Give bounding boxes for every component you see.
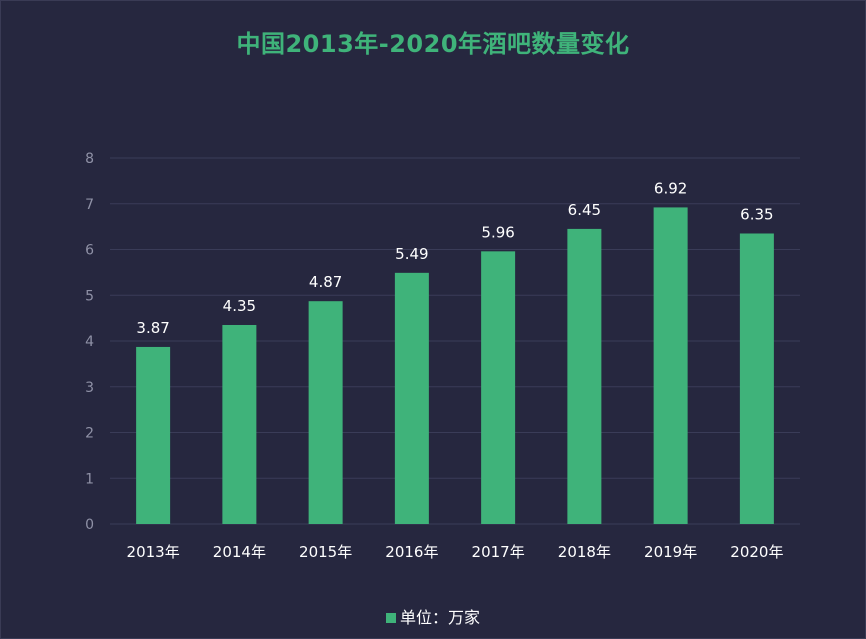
data-label: 3.87 [136,319,169,337]
bar [308,301,343,524]
data-label: 6.45 [568,201,601,219]
y-tick-label: 4 [85,334,94,350]
y-tick-label: 8 [85,151,94,167]
x-tick-label: 2016年 [385,543,438,561]
y-tick-label: 3 [85,380,94,396]
y-tick-label: 7 [85,197,94,213]
bar [567,228,602,524]
legend-swatch [385,612,396,623]
x-tick-label: 2020年 [730,543,783,561]
y-tick-label: 2 [85,426,94,442]
bar [739,233,774,525]
x-tick-label: 2019年 [644,543,697,561]
data-label: 6.92 [654,179,687,197]
x-tick-label: 2017年 [472,543,525,561]
data-label: 6.35 [740,205,773,223]
y-tick-label: 0 [85,517,94,533]
bar [394,272,429,524]
bar [136,346,171,524]
bar [222,324,257,524]
data-label: 5.96 [481,223,514,241]
legend-label: 单位：万家 [399,608,480,627]
x-tick-label: 2013年 [127,543,180,561]
legend: 单位：万家 [0,604,866,628]
data-label: 4.87 [309,273,342,291]
bar [653,207,688,524]
data-label: 4.35 [223,297,256,315]
x-tick-label: 2014年 [213,543,266,561]
bar [481,251,516,524]
chart-title: 中国2013年-2020年酒吧数量变化 [236,30,630,58]
y-tick-label: 6 [85,243,94,259]
y-tick-label: 1 [85,471,94,487]
data-label: 5.49 [395,245,428,263]
x-tick-label: 2015年 [299,543,352,561]
x-tick-label: 2018年 [558,543,611,561]
y-tick-label: 5 [85,288,94,304]
